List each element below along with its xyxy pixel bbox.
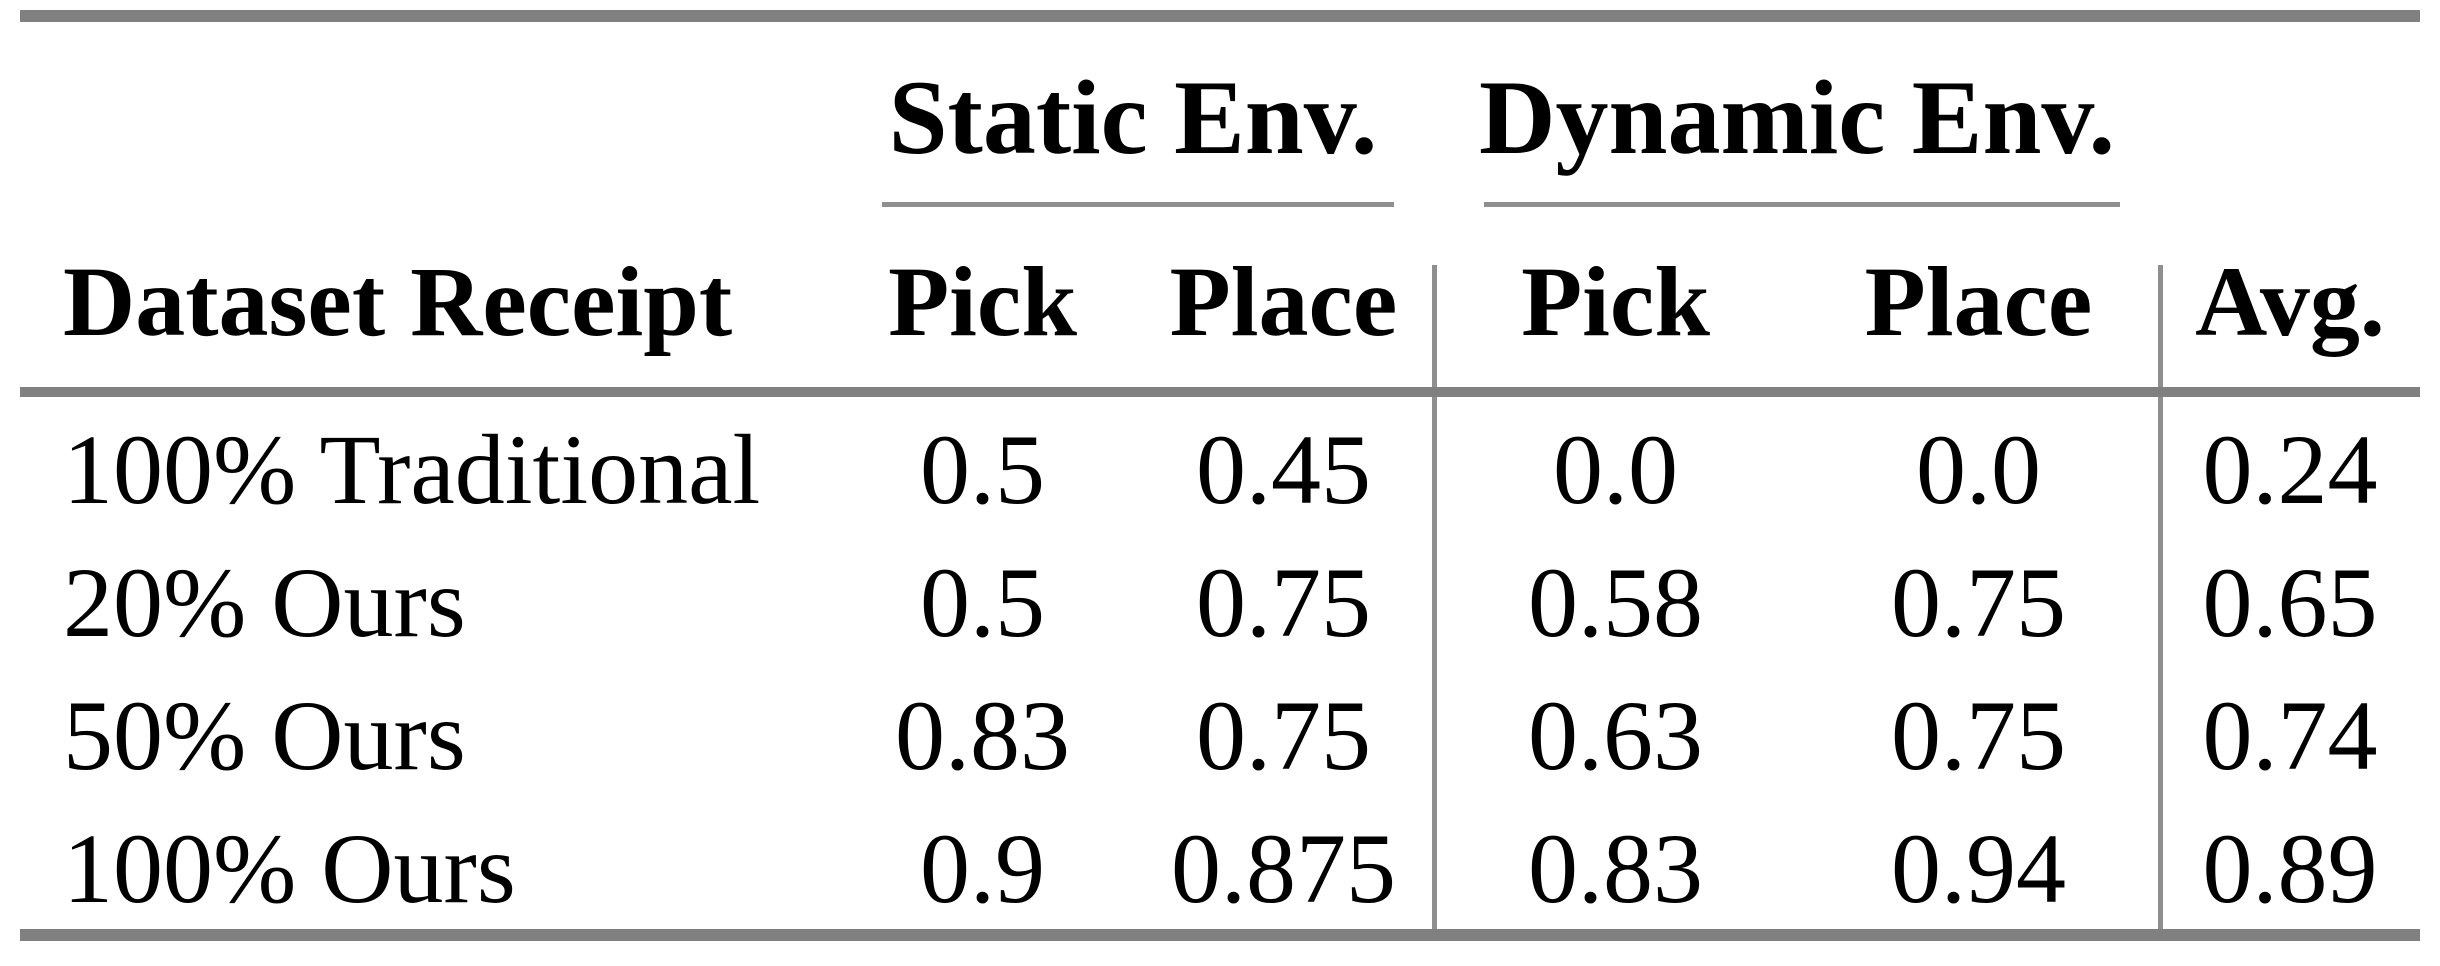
cell-dynamic-pick: 0.0 [1432,397,1797,530]
row-label: 50% Ours [63,679,466,791]
group-label-static-env: Static Env. [888,58,1378,176]
cell-avg: 0.24 [2158,397,2420,530]
group-label-dynamic-env: Dynamic Env. [1478,58,2116,176]
column-header-static-place: Place [1169,246,1398,357]
mid-rule-bar [20,387,2420,397]
cell-static-place: 0.75 [1196,546,1371,658]
bottom-rule-bar [20,929,2420,941]
cell-static-pick: 0.5 [920,546,1045,658]
results-table: Static Env. Dynamic Env. Dataset Receipt… [20,10,2420,941]
cell-dynamic-place: 0.0 [1916,413,2041,525]
cmidrule-static [882,202,1394,207]
cell-dynamic-pick: 0.83 [1432,796,1797,929]
row-label: 20% Ours [63,546,466,658]
top-rule [20,10,2420,22]
group-header-static: Static Env. [832,22,1434,207]
group-header-spacer-left [20,22,832,207]
cell-dynamic-place: 0.75 [1891,679,2066,791]
cell-static-pick: 0.83 [895,679,1070,791]
top-rule-bar [20,10,2420,22]
table-row-100pct-traditional: 100% Traditional 0.5 0.45 0.0 0.0 0.24 [20,397,2420,530]
cell-static-pick: 0.9 [920,812,1045,924]
cell-static-place: 0.75 [1196,679,1371,791]
cell-avg: 0.65 [2158,530,2420,663]
cell-dynamic-pick: 0.63 [1432,663,1797,796]
table-row-50pct-ours: 50% Ours 0.83 0.75 0.63 0.75 0.74 [20,663,2420,796]
mid-rule [20,387,2420,397]
bottom-rule [20,929,2420,941]
cell-dynamic-place: 0.94 [1891,812,2066,924]
column-header-dynamic-place: Place [1864,246,2093,357]
column-header-dataset-receipt: Dataset Receipt [63,246,733,357]
column-header-avg: Avg. [2158,207,2420,387]
column-header-dynamic-pick: Pick [1432,207,1797,387]
table-row-100pct-ours: 100% Ours 0.9 0.875 0.83 0.94 0.89 [20,796,2420,929]
group-header-dynamic: Dynamic Env. [1434,22,2160,207]
cell-avg: 0.89 [2158,796,2420,929]
cmidrule-dynamic [1484,202,2120,207]
column-header-row: Dataset Receipt Pick Place Pick Place Av… [20,207,2420,387]
group-header-row: Static Env. Dynamic Env. [20,22,2420,207]
column-header-static-pick: Pick [888,246,1077,357]
group-header-spacer-right [2160,22,2420,207]
cell-avg: 0.74 [2158,663,2420,796]
cell-static-pick: 0.5 [920,413,1045,525]
row-label: 100% Ours [63,812,516,924]
cell-static-place: 0.875 [1171,812,1396,924]
row-label: 100% Traditional [63,413,761,525]
table-row-20pct-ours: 20% Ours 0.5 0.75 0.58 0.75 0.65 [20,530,2420,663]
cell-dynamic-place: 0.75 [1891,546,2066,658]
cell-dynamic-pick: 0.58 [1432,530,1797,663]
cell-static-place: 0.45 [1196,413,1371,525]
